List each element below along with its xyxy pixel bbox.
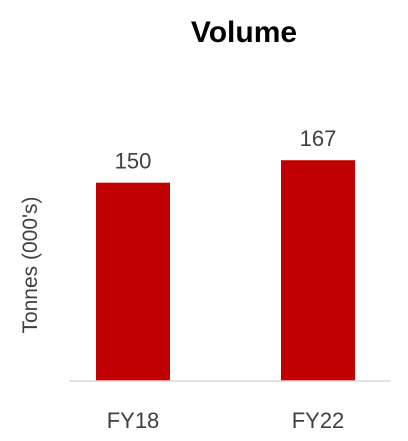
y-axis-label: Tonnes (000's)	[19, 196, 42, 333]
category-labels-group: FY18 FY22	[107, 408, 345, 433]
data-label-fy18: 150	[115, 149, 152, 174]
category-label-fy22: FY22	[292, 408, 345, 433]
data-label-fy22: 167	[300, 126, 337, 151]
category-label-fy18: FY18	[107, 408, 160, 433]
data-labels-group: 150 167	[115, 126, 337, 173]
bar-fy22	[281, 160, 355, 381]
bar-fy18	[96, 182, 170, 381]
chart-title: Volume	[191, 16, 297, 49]
bars-group	[96, 160, 355, 381]
